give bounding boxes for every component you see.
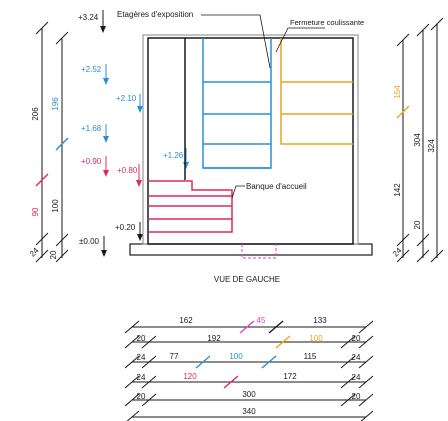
level-0-00: ±0.00 bbox=[79, 236, 107, 257]
dim-right-324: 324 bbox=[427, 139, 436, 153]
level-markers: +3.24 +2.52 +2.10 +1.68 +1.26 +0.90 bbox=[78, 10, 189, 257]
plan-dim-20-left: 20 bbox=[137, 334, 146, 343]
plan-dim-340: 340 bbox=[242, 407, 256, 416]
reception-counter bbox=[148, 180, 233, 233]
plan-dim-20-right: 20 bbox=[352, 334, 361, 343]
right-dimension-chains bbox=[396, 17, 444, 263]
leader-lines bbox=[201, 14, 325, 199]
plan-dim-20-right-c: 20 bbox=[352, 392, 361, 401]
dim-right-154: 154 bbox=[393, 85, 402, 99]
hidden-element-dashed bbox=[241, 244, 277, 259]
plan-dimension-ticks bbox=[124, 320, 374, 421]
sliding-door bbox=[280, 38, 353, 145]
inner-frame bbox=[147, 37, 354, 245]
dim-right-20: 20 bbox=[413, 220, 422, 229]
plan-dim-192: 192 bbox=[207, 334, 221, 343]
plan-dim-24-right-b: 24 bbox=[352, 373, 361, 382]
dim-right-142: 142 bbox=[393, 183, 402, 197]
outer-frame bbox=[142, 34, 359, 245]
level-label: +0.20 bbox=[115, 223, 136, 232]
level-label: +0.80 bbox=[117, 166, 138, 175]
plan-dim-45: 45 bbox=[257, 316, 266, 325]
level-label: +0.90 bbox=[81, 157, 102, 166]
level-label: ±0.00 bbox=[79, 237, 100, 246]
plan-dim-100-blue: 100 bbox=[229, 352, 243, 361]
level-label: +3.24 bbox=[78, 13, 99, 22]
elevation-structure bbox=[129, 34, 373, 256]
level-2-10: +2.10 bbox=[116, 94, 143, 113]
level-label: +1.68 bbox=[81, 124, 102, 133]
plan-dim-120: 120 bbox=[183, 372, 197, 381]
level-0-80: +0.80 bbox=[117, 164, 142, 187]
right-dimension-ticks-color bbox=[396, 105, 410, 119]
dim-right-304: 304 bbox=[413, 133, 422, 147]
level-0-90: +0.90 bbox=[81, 156, 109, 177]
exhibition-shelves bbox=[202, 38, 272, 169]
plan-dim-24-left-b: 24 bbox=[137, 373, 146, 382]
plan-dim-77: 77 bbox=[170, 352, 179, 361]
dim-left-196: 196 bbox=[51, 97, 60, 111]
plan-dim-172: 172 bbox=[283, 372, 297, 381]
plan-dimension-ticks-color bbox=[195, 320, 291, 389]
dim-left-100: 100 bbox=[51, 199, 60, 213]
plan-dim-162: 162 bbox=[179, 316, 193, 325]
plan-dim-24-left: 24 bbox=[137, 353, 146, 362]
plan-dim-20-left-c: 20 bbox=[137, 392, 146, 401]
level-label: +1.26 bbox=[163, 151, 184, 160]
label-counter: Banque d'accueil bbox=[246, 182, 307, 191]
plan-dim-100-orange: 100 bbox=[309, 334, 323, 343]
level-label: +2.10 bbox=[116, 94, 137, 103]
level-1-68: +1.68 bbox=[81, 124, 109, 143]
level-0-20: +0.20 bbox=[115, 222, 143, 241]
level-label: +2.52 bbox=[81, 65, 102, 74]
label-sliding-door: Fermeture coulissante bbox=[290, 18, 364, 27]
plan-dim-24-right: 24 bbox=[352, 353, 361, 362]
label-shelves: Etagères d'exposition bbox=[117, 10, 193, 19]
plan-dim-115: 115 bbox=[304, 352, 317, 361]
level-3-24: +3.24 bbox=[78, 10, 106, 33]
plan-dim-133: 133 bbox=[313, 316, 327, 325]
plan-dimension-lines bbox=[132, 326, 366, 418]
dim-left-24: 24 bbox=[28, 246, 41, 259]
dim-left-90: 90 bbox=[31, 207, 40, 216]
left-dimension-chains bbox=[35, 21, 69, 263]
dim-left-20: 20 bbox=[49, 250, 58, 259]
left-dimension-ticks-color bbox=[35, 137, 69, 187]
floor-base bbox=[129, 243, 373, 256]
plan-dim-300: 300 bbox=[242, 390, 256, 399]
view-title: VUE DE GAUCHE bbox=[214, 275, 280, 284]
dim-left-206: 206 bbox=[31, 107, 40, 121]
level-2-52: +2.52 bbox=[81, 64, 109, 85]
